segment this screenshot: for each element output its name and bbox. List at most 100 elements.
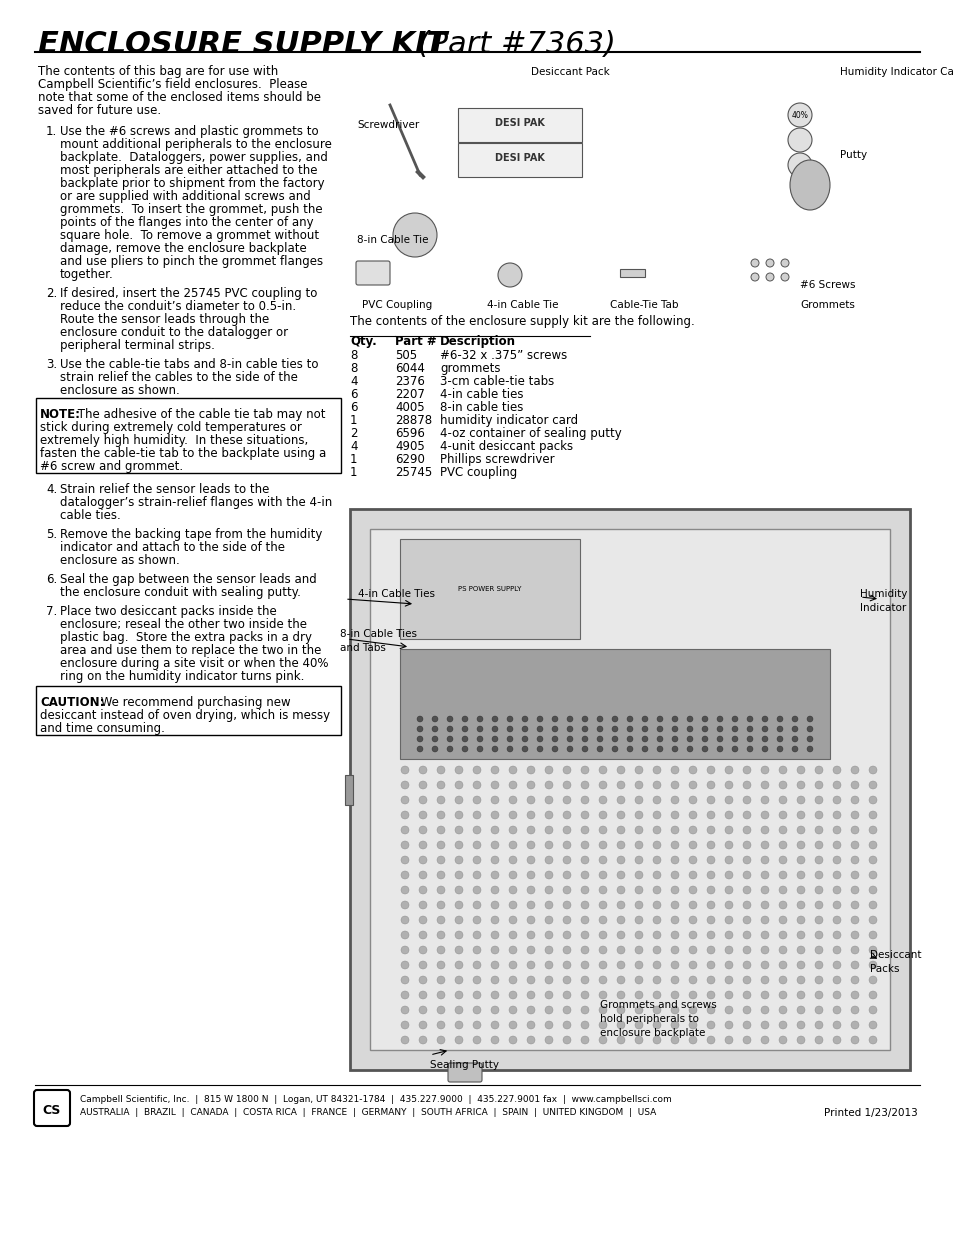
Text: (Part #7363): (Part #7363) <box>408 30 616 59</box>
Circle shape <box>521 716 527 722</box>
Circle shape <box>473 797 480 804</box>
Circle shape <box>657 736 662 742</box>
Circle shape <box>657 716 662 722</box>
Circle shape <box>706 1021 714 1029</box>
Text: 8-in Cable Ties: 8-in Cable Ties <box>339 629 416 638</box>
Circle shape <box>509 916 517 924</box>
Circle shape <box>850 781 858 789</box>
Circle shape <box>760 1036 768 1044</box>
Circle shape <box>436 856 444 864</box>
Circle shape <box>779 871 786 879</box>
Circle shape <box>526 811 535 819</box>
Circle shape <box>580 916 588 924</box>
Text: 6: 6 <box>350 388 357 401</box>
Circle shape <box>868 1021 876 1029</box>
Circle shape <box>706 871 714 879</box>
Text: strain relief the cables to the side of the: strain relief the cables to the side of … <box>60 370 297 384</box>
Circle shape <box>742 990 750 999</box>
Circle shape <box>779 841 786 848</box>
Circle shape <box>641 716 647 722</box>
Circle shape <box>580 811 588 819</box>
Text: humidity indicator card: humidity indicator card <box>439 414 578 427</box>
Circle shape <box>580 931 588 939</box>
Circle shape <box>796 871 804 879</box>
Circle shape <box>566 746 573 752</box>
Circle shape <box>832 856 841 864</box>
Circle shape <box>598 766 606 774</box>
Circle shape <box>526 797 535 804</box>
Circle shape <box>580 961 588 969</box>
Circle shape <box>688 976 697 984</box>
Text: Cable-Tie Tab: Cable-Tie Tab <box>609 300 678 310</box>
Circle shape <box>868 871 876 879</box>
Text: 505: 505 <box>395 350 416 362</box>
Circle shape <box>652 916 660 924</box>
Circle shape <box>746 716 752 722</box>
Circle shape <box>635 871 642 879</box>
Circle shape <box>641 726 647 732</box>
Circle shape <box>760 990 768 999</box>
Text: note that some of the enclosed items should be: note that some of the enclosed items sho… <box>38 91 320 104</box>
Circle shape <box>796 885 804 894</box>
Circle shape <box>761 716 767 722</box>
Circle shape <box>850 811 858 819</box>
Circle shape <box>617 931 624 939</box>
Circle shape <box>509 931 517 939</box>
Circle shape <box>779 946 786 953</box>
Text: enclosure conduit to the datalogger or: enclosure conduit to the datalogger or <box>60 326 288 338</box>
Circle shape <box>526 916 535 924</box>
Circle shape <box>455 811 462 819</box>
Circle shape <box>670 797 679 804</box>
Circle shape <box>491 961 498 969</box>
Circle shape <box>473 1036 480 1044</box>
Circle shape <box>506 746 513 752</box>
Circle shape <box>473 885 480 894</box>
Text: ENCLOSURE SUPPLY KIT: ENCLOSURE SUPPLY KIT <box>38 30 447 59</box>
Circle shape <box>850 1036 858 1044</box>
Circle shape <box>626 716 633 722</box>
Circle shape <box>760 797 768 804</box>
Circle shape <box>761 726 767 732</box>
Circle shape <box>670 946 679 953</box>
Text: backplate.  Dataloggers, power supplies, and: backplate. Dataloggers, power supplies, … <box>60 151 328 164</box>
Circle shape <box>418 1007 427 1014</box>
Circle shape <box>814 902 822 909</box>
Circle shape <box>492 716 497 722</box>
Circle shape <box>868 766 876 774</box>
Circle shape <box>461 736 468 742</box>
Circle shape <box>544 856 553 864</box>
Circle shape <box>580 976 588 984</box>
Circle shape <box>506 736 513 742</box>
Circle shape <box>544 885 553 894</box>
Circle shape <box>796 902 804 909</box>
Text: Remove the backing tape from the humidity: Remove the backing tape from the humidit… <box>60 529 322 541</box>
Circle shape <box>617 1007 624 1014</box>
Circle shape <box>868 856 876 864</box>
Circle shape <box>635 1021 642 1029</box>
Circle shape <box>447 746 453 752</box>
Text: Desiccant Pack: Desiccant Pack <box>530 67 609 77</box>
Circle shape <box>617 885 624 894</box>
Circle shape <box>796 781 804 789</box>
Circle shape <box>641 746 647 752</box>
Text: #6 screw and grommet.: #6 screw and grommet. <box>40 459 183 473</box>
Circle shape <box>791 726 797 732</box>
Text: 4-in Cable Tie: 4-in Cable Tie <box>486 300 558 310</box>
Circle shape <box>779 1021 786 1029</box>
Circle shape <box>562 946 571 953</box>
Circle shape <box>670 961 679 969</box>
Text: #6 Screws: #6 Screws <box>800 280 855 290</box>
Circle shape <box>473 841 480 848</box>
Circle shape <box>832 902 841 909</box>
Text: DESI PAK: DESI PAK <box>495 153 544 163</box>
Circle shape <box>724 811 732 819</box>
Circle shape <box>418 946 427 953</box>
Circle shape <box>562 841 571 848</box>
Text: Humidity: Humidity <box>859 589 906 599</box>
Circle shape <box>671 716 678 722</box>
Circle shape <box>400 871 409 879</box>
Circle shape <box>760 885 768 894</box>
Circle shape <box>750 273 759 282</box>
Circle shape <box>688 781 697 789</box>
Circle shape <box>724 841 732 848</box>
